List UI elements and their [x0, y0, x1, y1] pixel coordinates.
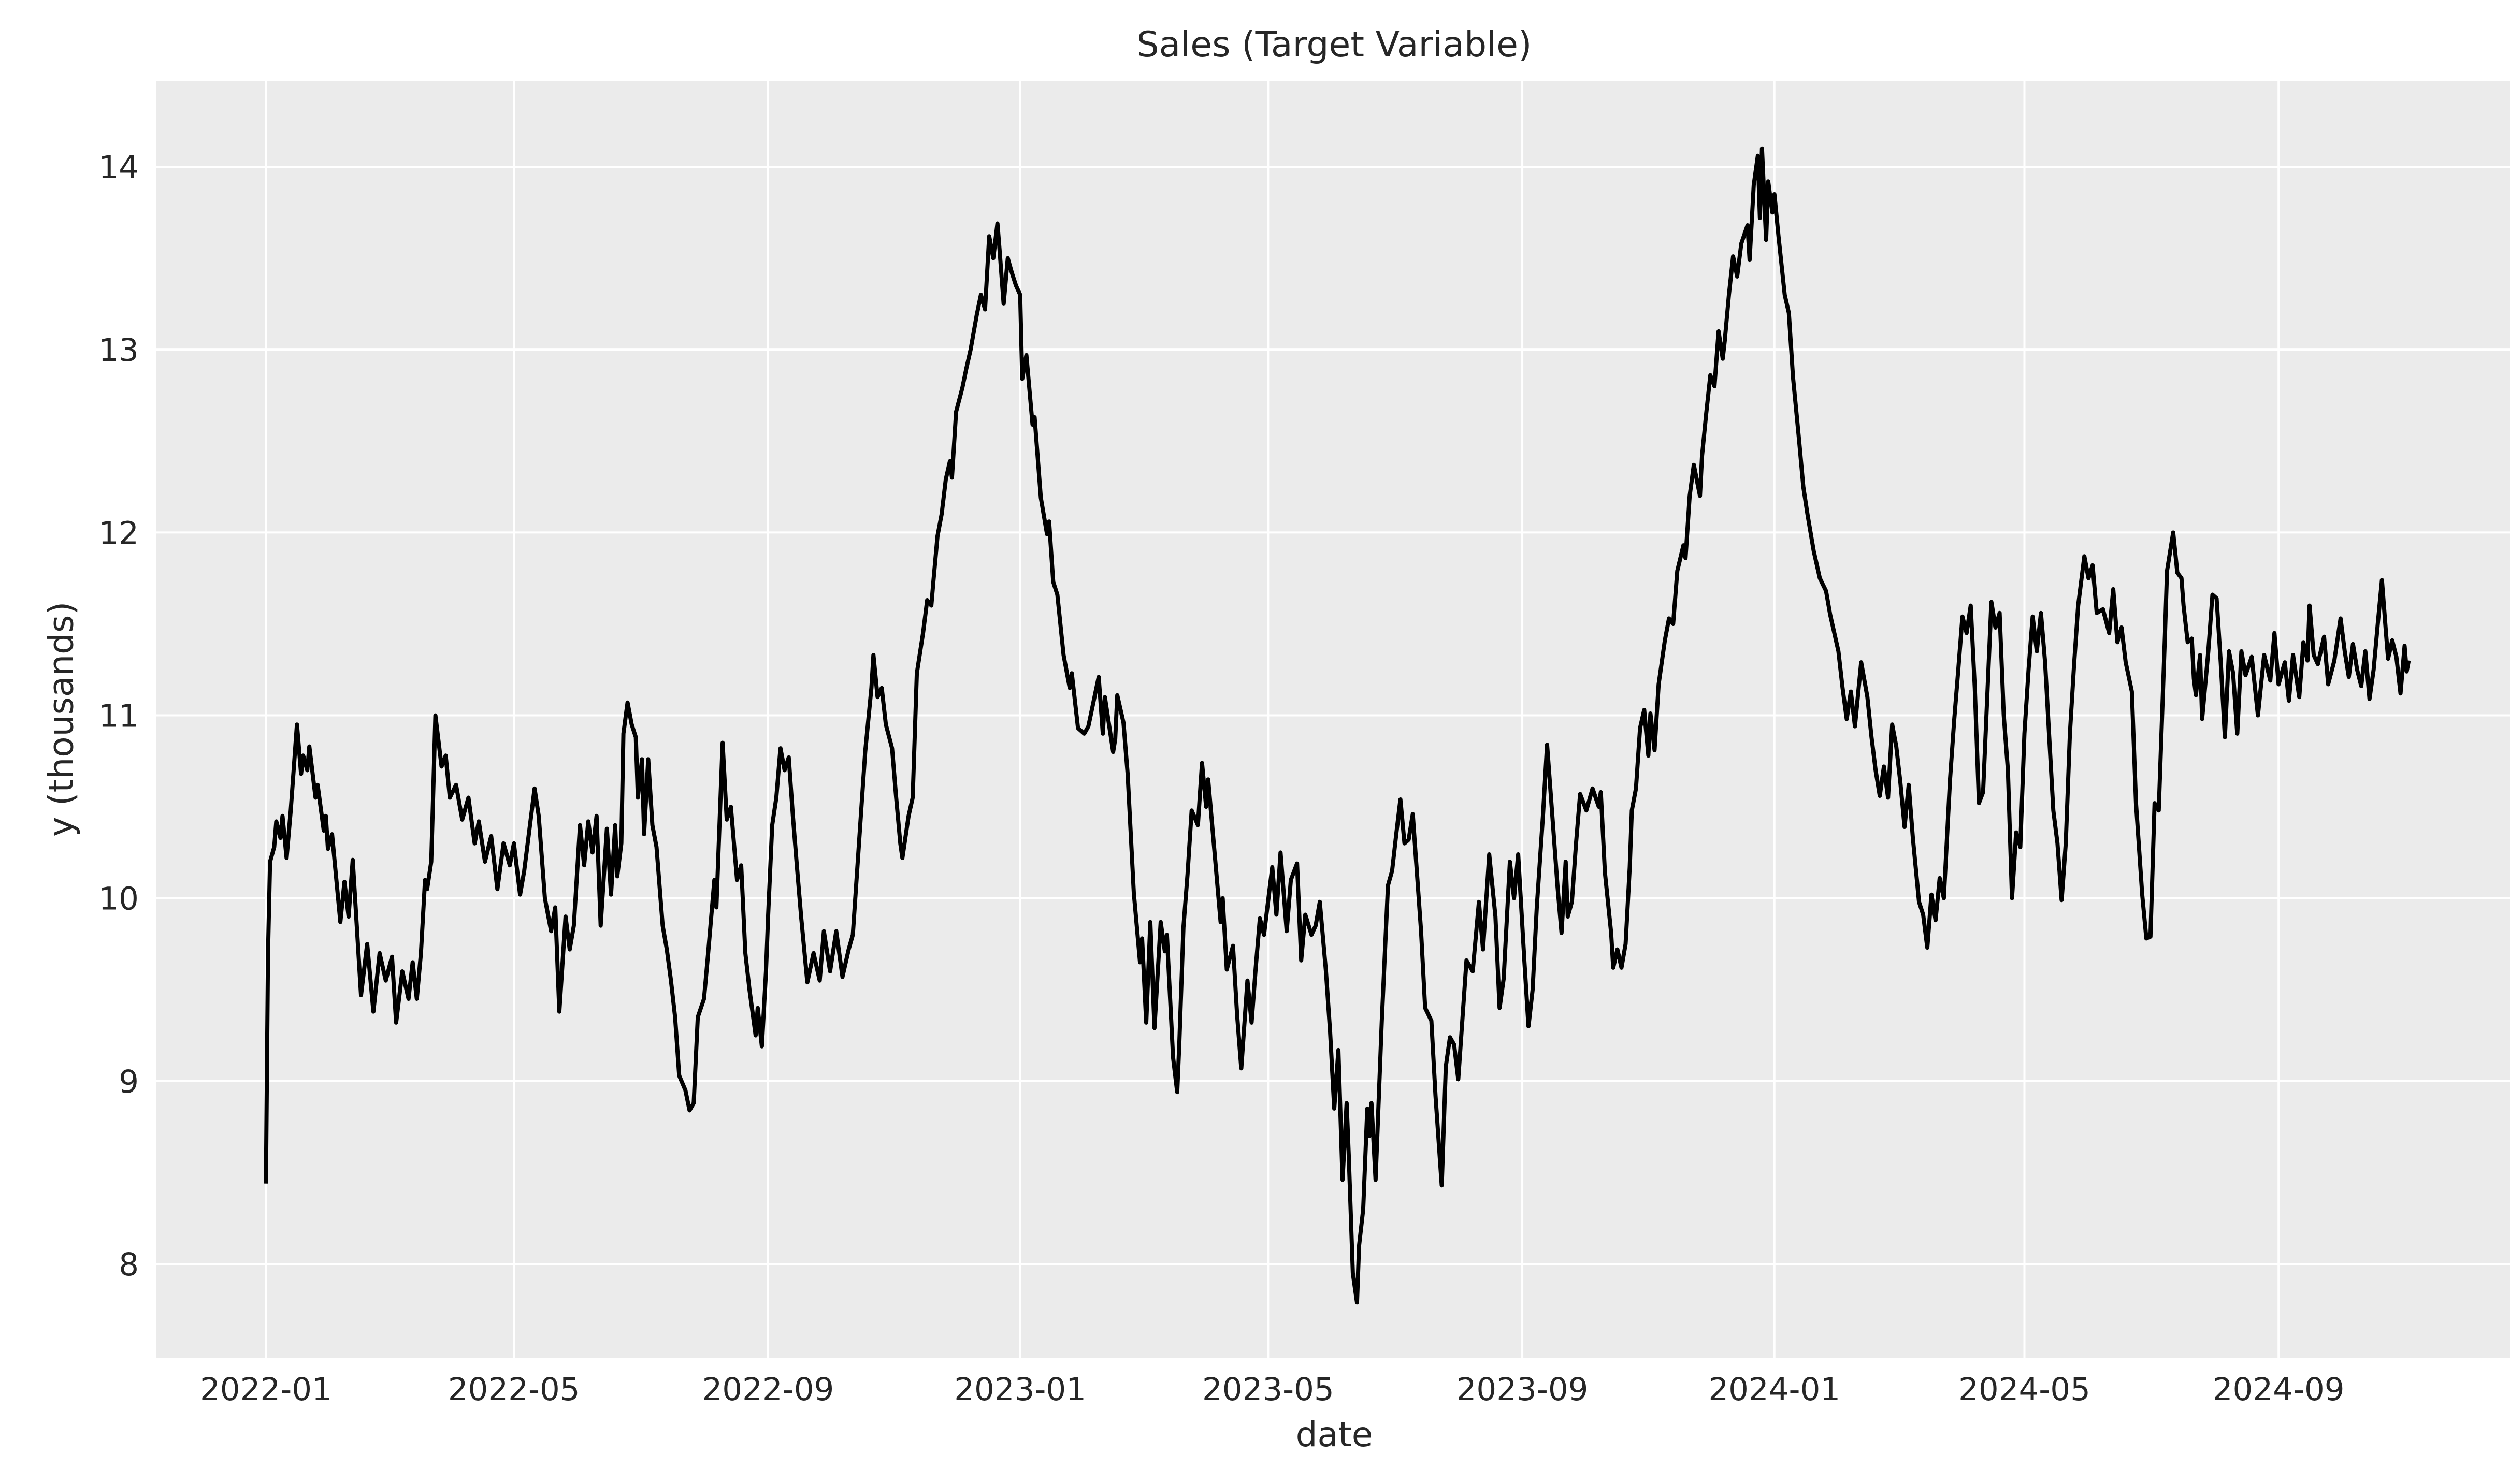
x-tick-label: 2023-09	[1456, 1371, 1589, 1408]
x-tick-label: 2024-05	[1958, 1371, 2090, 1408]
x-tick-label: 2024-09	[2213, 1371, 2345, 1408]
y-tick-labels: 8 9 10 11 12 13 14	[98, 149, 139, 1283]
y-tick-label: 12	[98, 515, 139, 551]
x-tick-label: 2023-01	[954, 1371, 1086, 1408]
x-tick-labels: 2022-01 2022-05 2022-09 2023-01 2023-05 2023-…	[200, 1371, 2345, 1408]
x-tick-label: 2022-01	[200, 1371, 332, 1408]
x-axis-label: date	[1295, 1415, 1373, 1454]
y-tick-label: 13	[98, 332, 139, 369]
y-tick-label: 9	[119, 1064, 139, 1100]
chart-figure: 8 9 10 11 12 13 14 2022-01 2022-05 2022-09 2023-01…	[21, 8, 2510, 1465]
x-tick-label: 2024-01	[1708, 1371, 1840, 1408]
x-tick-label: 2023-05	[1202, 1371, 1334, 1408]
y-tick-label: 11	[98, 698, 139, 735]
x-tick-label: 2022-09	[702, 1371, 834, 1408]
series-line	[264, 146, 2411, 1305]
line-chart: 8 9 10 11 12 13 14 2022-01 2022-05 2022-09 2023-01…	[98, 81, 2510, 1408]
y-tick-label: 14	[98, 149, 139, 186]
plot-background	[156, 81, 2510, 1358]
y-axis-label: y (thousands)	[41, 601, 81, 837]
chart-title: Sales (Target Variable)	[1136, 24, 1532, 65]
y-tick-label: 8	[119, 1246, 139, 1283]
y-tick-label: 10	[98, 881, 139, 918]
x-tick-label: 2022-05	[448, 1371, 580, 1408]
